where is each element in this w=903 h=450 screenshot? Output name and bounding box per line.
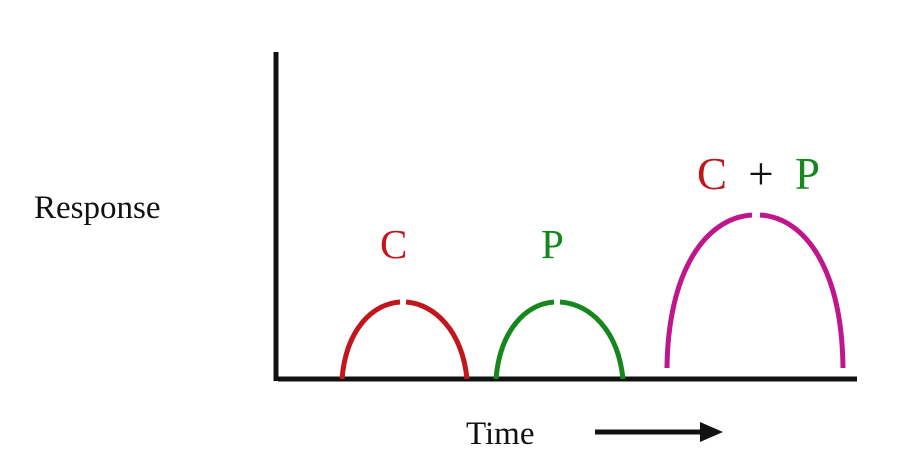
curve-cp-label-p: P xyxy=(795,149,820,199)
curve-c-label: C xyxy=(380,221,407,267)
y-axis-label: Response xyxy=(34,190,161,226)
curve-cp-label-plus: + xyxy=(748,149,773,199)
curve-cp-right-arc xyxy=(759,212,846,369)
time-arrow-icon xyxy=(595,422,723,442)
curve-cp-label-c: C xyxy=(697,149,727,199)
curve-c-plus-p xyxy=(664,212,846,369)
curve-cp-left-arc xyxy=(664,212,753,369)
curve-p-left-arc xyxy=(493,299,555,380)
x-axis-label: Time xyxy=(466,416,534,450)
curve-p xyxy=(493,299,626,380)
curve-p-right-arc xyxy=(559,299,626,380)
curve-c-right-arc xyxy=(405,299,470,380)
curve-c xyxy=(339,299,470,380)
curve-p-label: P xyxy=(541,221,564,267)
curve-cp-label: C + P xyxy=(697,149,820,199)
curve-c-left-arc xyxy=(339,299,401,380)
